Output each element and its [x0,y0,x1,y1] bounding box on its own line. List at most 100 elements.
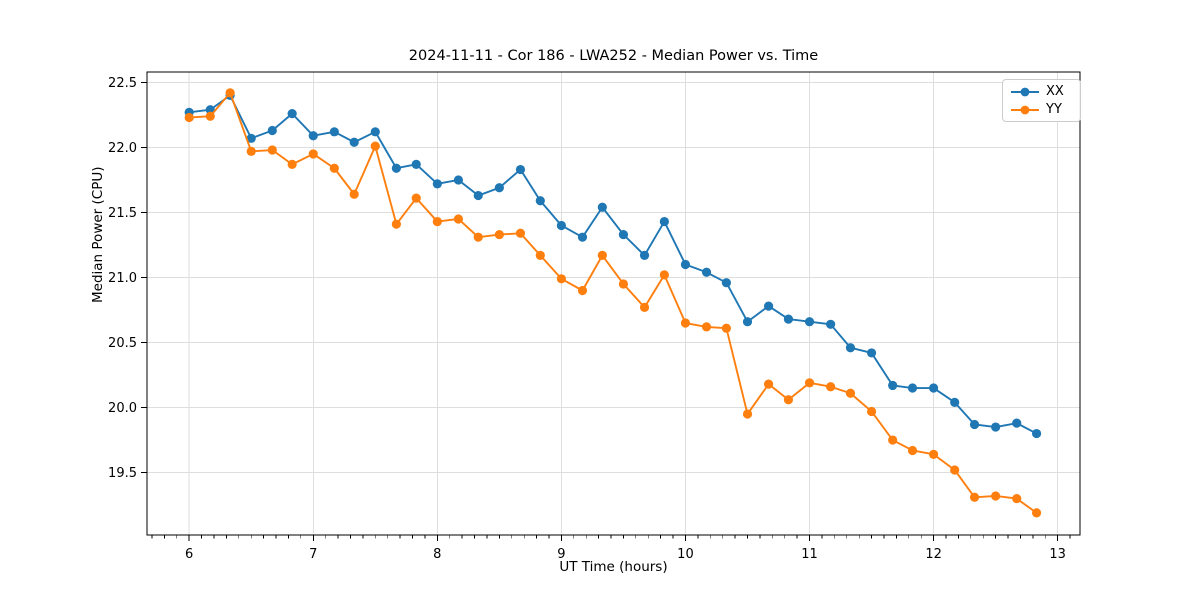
data-point-yy [246,146,256,156]
data-point-yy [907,445,918,456]
axes-spines [146,71,1081,536]
data-point-xx [329,127,339,137]
data-point-yy [515,228,526,238]
chart-title: 2024-11-11 - Cor 186 - LWA252 - Median P… [408,48,819,64]
y-tick-label: 21.0 [108,271,137,286]
data-point-xx [680,259,691,270]
data-point-xx [287,109,297,119]
x-tick-label: 10 [677,547,694,562]
legend: XX YY [1002,79,1081,122]
data-point-yy [783,395,794,405]
data-point-yy [432,216,442,227]
x-tick-label: 11 [801,547,818,562]
data-point-yy [826,382,836,392]
data-point-xx [950,397,960,407]
data-point-xx [1012,418,1022,428]
data-point-xx [494,183,504,193]
data-point-xx [308,131,318,141]
x-tick-label: 6 [185,547,193,562]
data-point-xx [535,196,545,206]
data-point-yy [556,274,566,284]
data-point-xx [515,164,526,175]
data-point-xx [618,229,629,240]
data-point-xx [659,216,669,227]
data-point-xx [701,267,712,277]
data-point-xx [453,175,464,185]
data-point-yy [804,378,815,388]
data-point-xx [742,317,753,327]
x-tick-label: 13 [1049,547,1066,562]
data-point-yy [453,214,464,224]
data-point-xx [246,133,256,143]
legend-swatch-line-marker-icon [1011,105,1039,114]
data-point-xx [866,348,877,358]
data-point-xx [1031,428,1042,439]
data-point-yy [349,189,359,199]
legend-swatch-line-marker-icon [1011,87,1039,96]
data-point-yy [329,163,339,173]
data-point-yy [225,88,235,98]
data-point-yy [950,465,960,475]
series-line-xx [189,94,1038,435]
y-tick-label: 21.5 [108,206,137,221]
legend-label: XX [1046,84,1064,99]
data-point-yy [184,112,194,123]
x-tick-label: 7 [309,547,317,562]
data-point-xx [969,419,980,430]
data-point-yy [928,449,939,459]
data-point-xx [845,343,856,353]
data-point-yy [287,159,297,169]
data-point-xx [556,220,566,231]
data-point-xx [411,159,421,169]
data-point-yy [680,318,691,328]
data-point-yy [205,111,215,121]
y-tick-label: 22.5 [108,76,137,91]
data-point-xx [473,190,483,201]
data-point-yy [1012,493,1022,504]
data-point-xx [907,383,918,393]
data-point-yy [701,322,712,332]
data-point-xx [349,137,359,147]
data-point-xx [639,250,650,260]
data-point-xx [928,383,939,393]
data-point-yy [577,285,588,296]
data-point-xx [597,202,607,212]
data-point-yy [411,193,421,203]
data-point-yy [473,232,483,242]
data-point-xx [991,422,1001,432]
legend-label: YY [1046,102,1062,117]
y-tick-label: 20.5 [108,336,137,351]
data-point-xx [826,319,836,329]
data-point-yy [597,250,607,260]
y-tick-label: 19.5 [108,466,137,481]
data-point-xx [391,163,401,173]
data-point-xx [205,105,215,115]
data-point-yy [721,323,732,333]
x-tick-label: 12 [925,547,942,562]
data-point-yy [742,409,753,419]
data-point-xx [763,301,774,311]
x-axis-label: UT Time (hours) [559,559,668,575]
data-point-yy [391,219,401,229]
data-point-xx [888,380,898,391]
x-tick-label: 9 [557,547,565,562]
data-point-yy [494,229,504,240]
data-point-xx [577,232,588,242]
data-point-yy [267,145,277,155]
data-point-yy [866,406,877,417]
data-point-xx [804,317,815,327]
x-tick-label: 8 [433,547,441,562]
data-point-yy [991,491,1001,501]
y-tick-label: 22.0 [108,141,137,156]
data-point-yy [888,435,898,445]
data-point-yy [639,302,650,313]
legend-item: XX [1010,85,1072,98]
data-point-yy [370,141,380,151]
data-point-xx [783,314,794,324]
data-point-yy [763,379,774,389]
data-point-yy [535,250,545,260]
data-point-xx [267,125,277,136]
data-point-xx [370,127,380,137]
